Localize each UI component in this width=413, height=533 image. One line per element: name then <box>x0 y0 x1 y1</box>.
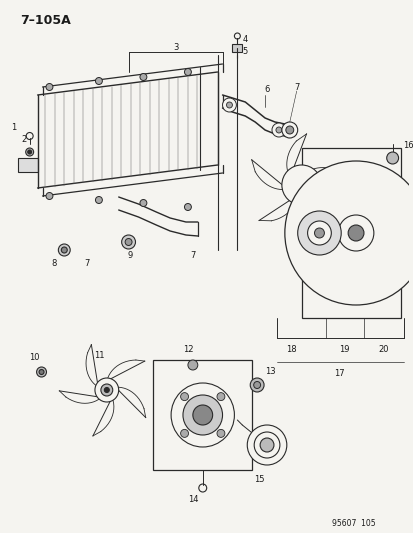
Text: 16: 16 <box>402 141 413 150</box>
Circle shape <box>184 204 191 211</box>
Circle shape <box>39 369 44 375</box>
Circle shape <box>307 221 330 245</box>
Text: 15: 15 <box>253 475 264 484</box>
Bar <box>18 158 38 172</box>
Bar <box>153 360 252 470</box>
Circle shape <box>46 192 53 199</box>
Text: 20: 20 <box>377 345 388 354</box>
Text: 1: 1 <box>11 123 17 132</box>
Circle shape <box>140 199 147 206</box>
Circle shape <box>216 430 224 438</box>
Circle shape <box>125 238 132 246</box>
Circle shape <box>247 425 286 465</box>
Circle shape <box>297 211 340 255</box>
Circle shape <box>222 98 236 112</box>
Circle shape <box>183 395 222 435</box>
Text: 8: 8 <box>52 259 57 268</box>
Text: 7: 7 <box>190 251 195 260</box>
Circle shape <box>171 383 234 447</box>
Text: 10: 10 <box>29 353 40 362</box>
Circle shape <box>58 244 70 256</box>
Circle shape <box>253 382 260 389</box>
Circle shape <box>95 378 119 402</box>
Circle shape <box>259 438 273 452</box>
Circle shape <box>281 165 320 205</box>
Circle shape <box>101 384 112 396</box>
Circle shape <box>36 367 46 377</box>
Circle shape <box>188 360 197 370</box>
Text: 6: 6 <box>264 85 269 94</box>
Circle shape <box>314 228 324 238</box>
Circle shape <box>140 74 147 80</box>
Text: 2: 2 <box>21 135 26 144</box>
Text: 9: 9 <box>128 251 133 260</box>
Circle shape <box>95 197 102 204</box>
Text: 7–105A: 7–105A <box>20 14 70 27</box>
Circle shape <box>254 432 279 458</box>
Circle shape <box>46 84 53 91</box>
Circle shape <box>180 430 188 438</box>
Text: 5: 5 <box>242 47 247 56</box>
Text: 95607  105: 95607 105 <box>331 520 375 529</box>
Text: 3: 3 <box>173 43 178 52</box>
Circle shape <box>285 126 293 134</box>
Circle shape <box>386 152 398 164</box>
Bar <box>301 148 400 318</box>
Text: 12: 12 <box>182 345 193 354</box>
Text: 13: 13 <box>264 367 275 376</box>
Circle shape <box>216 393 224 401</box>
Circle shape <box>180 393 188 401</box>
Circle shape <box>249 378 263 392</box>
Text: 19: 19 <box>338 345 349 354</box>
Text: 4: 4 <box>242 36 247 44</box>
Circle shape <box>184 69 191 76</box>
Text: 14: 14 <box>187 496 198 505</box>
Circle shape <box>282 171 310 199</box>
Circle shape <box>347 225 363 241</box>
Text: 7: 7 <box>84 259 90 268</box>
Circle shape <box>319 188 329 198</box>
Circle shape <box>192 405 212 425</box>
Circle shape <box>26 148 33 156</box>
Text: 11: 11 <box>93 351 104 359</box>
Circle shape <box>289 178 303 192</box>
Circle shape <box>271 123 285 137</box>
Circle shape <box>104 387 109 392</box>
Text: 18: 18 <box>286 345 297 354</box>
Circle shape <box>95 77 102 85</box>
Circle shape <box>226 102 232 108</box>
Circle shape <box>281 122 297 138</box>
Circle shape <box>275 127 281 133</box>
Circle shape <box>293 182 299 188</box>
Circle shape <box>61 247 67 253</box>
Bar <box>232 44 242 52</box>
Text: 7: 7 <box>293 84 299 93</box>
Circle shape <box>337 215 373 251</box>
Circle shape <box>121 235 135 249</box>
Circle shape <box>284 161 413 305</box>
Circle shape <box>28 150 31 154</box>
Text: 17: 17 <box>333 369 344 378</box>
